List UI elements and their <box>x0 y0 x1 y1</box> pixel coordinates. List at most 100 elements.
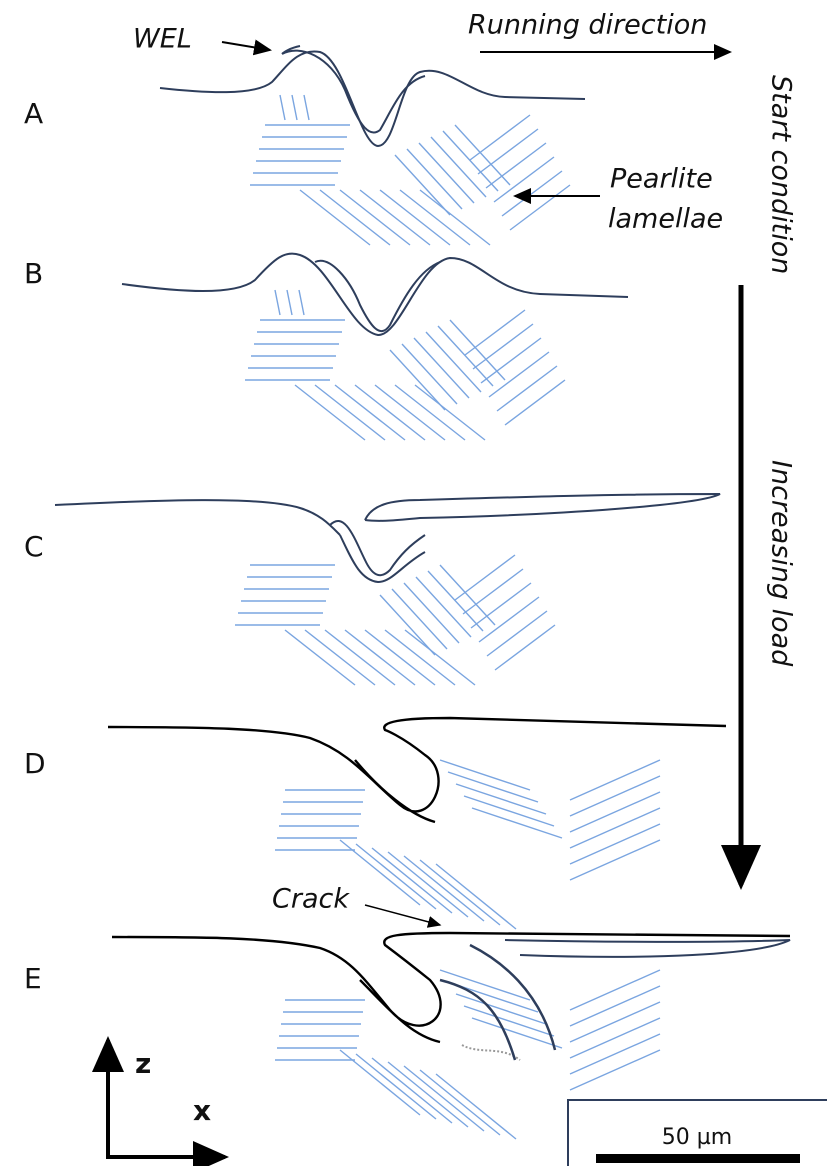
lamella <box>435 1073 517 1140</box>
lamella <box>569 775 661 817</box>
lamella <box>437 325 494 387</box>
lamella <box>274 289 281 316</box>
lamella <box>291 94 298 121</box>
wel-a <box>281 45 426 134</box>
lamella <box>569 759 661 801</box>
wel-label: WEL <box>133 24 192 55</box>
lamella <box>485 142 547 189</box>
lamella <box>284 629 356 686</box>
crack-label: Crack <box>272 884 350 915</box>
lamella <box>494 624 556 671</box>
lamella <box>344 629 416 686</box>
lamella <box>339 1049 421 1116</box>
lamella <box>403 1065 485 1132</box>
lamella <box>569 791 661 833</box>
start-condition: Start condition <box>766 75 797 274</box>
lamella <box>427 570 484 632</box>
lamella <box>371 1057 453 1124</box>
lamella <box>569 807 661 849</box>
lamella <box>569 1001 661 1043</box>
lamella <box>509 184 571 231</box>
panel-label: E <box>24 962 42 995</box>
lamella <box>303 94 310 121</box>
lamella <box>404 629 476 686</box>
x-label: x <box>193 1094 211 1127</box>
lamella <box>447 771 539 803</box>
lamella <box>471 1017 563 1049</box>
lamella <box>477 128 539 175</box>
lamella <box>298 289 305 316</box>
z-label: z <box>135 1047 151 1080</box>
panel-label: D <box>24 747 46 780</box>
lamella <box>569 985 661 1027</box>
surface-b <box>121 252 629 337</box>
panel-label: B <box>24 257 43 290</box>
lamella <box>449 319 506 381</box>
lamella <box>413 337 470 399</box>
surface-c <box>54 493 721 536</box>
panel-label: C <box>24 530 44 563</box>
lamella <box>304 629 376 686</box>
wel-b <box>314 259 441 333</box>
lamella <box>455 783 547 815</box>
lamella <box>391 588 448 650</box>
surface-d <box>107 716 727 824</box>
lamella <box>469 114 531 161</box>
increasing-load: Increasing load <box>766 460 797 667</box>
lamella <box>470 582 532 629</box>
lamella <box>419 189 491 246</box>
lamella <box>339 839 421 906</box>
lamella <box>454 124 511 186</box>
lamella <box>463 795 555 827</box>
lamella <box>403 582 460 644</box>
lamella <box>569 839 661 881</box>
lamella <box>359 189 431 246</box>
lamella <box>379 189 451 246</box>
lamella <box>454 554 516 601</box>
lamella <box>299 189 371 246</box>
lamella <box>569 1017 661 1059</box>
lamella <box>389 349 446 411</box>
lamella <box>384 629 456 686</box>
surface-e <box>111 931 791 1044</box>
lamella <box>387 1061 469 1128</box>
lamella <box>401 343 458 405</box>
lamella <box>403 855 485 922</box>
lamella <box>435 863 517 930</box>
lamella <box>439 969 531 1001</box>
lifted-layer-e <box>504 939 791 958</box>
lamella <box>355 843 437 910</box>
lamella <box>314 384 386 441</box>
lamella <box>334 384 406 441</box>
lamella <box>430 136 487 198</box>
lamella <box>493 156 555 203</box>
lamella <box>394 154 451 216</box>
lamella <box>406 148 463 210</box>
lamella <box>569 823 661 865</box>
lamella <box>472 323 534 370</box>
lamella <box>371 847 453 914</box>
lamella <box>279 94 286 121</box>
running-direction: Running direction <box>468 10 707 41</box>
lamella <box>319 189 391 246</box>
lamella <box>418 142 475 204</box>
lamella <box>569 1033 661 1075</box>
panel-label: A <box>24 97 43 130</box>
lamella <box>462 568 524 615</box>
lamella <box>415 576 472 638</box>
lamella <box>414 384 486 441</box>
lamellae-label: lamellae <box>608 204 723 235</box>
scale-label: 50 µm <box>662 1125 732 1150</box>
lamella <box>569 969 661 1011</box>
lamella <box>501 170 563 217</box>
lamella <box>439 759 531 791</box>
crack-arrow <box>364 904 442 928</box>
lamella <box>387 851 469 918</box>
lamella <box>463 1005 555 1037</box>
lamella <box>379 594 436 656</box>
lamella <box>496 365 558 412</box>
lamella <box>324 629 396 686</box>
lamella <box>339 189 411 246</box>
lamella <box>471 807 563 839</box>
